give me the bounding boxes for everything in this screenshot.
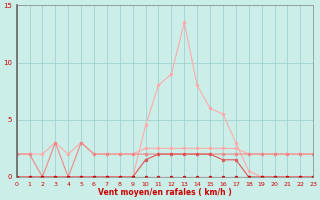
X-axis label: Vent moyen/en rafales ( km/h ): Vent moyen/en rafales ( km/h ) [98, 188, 232, 197]
